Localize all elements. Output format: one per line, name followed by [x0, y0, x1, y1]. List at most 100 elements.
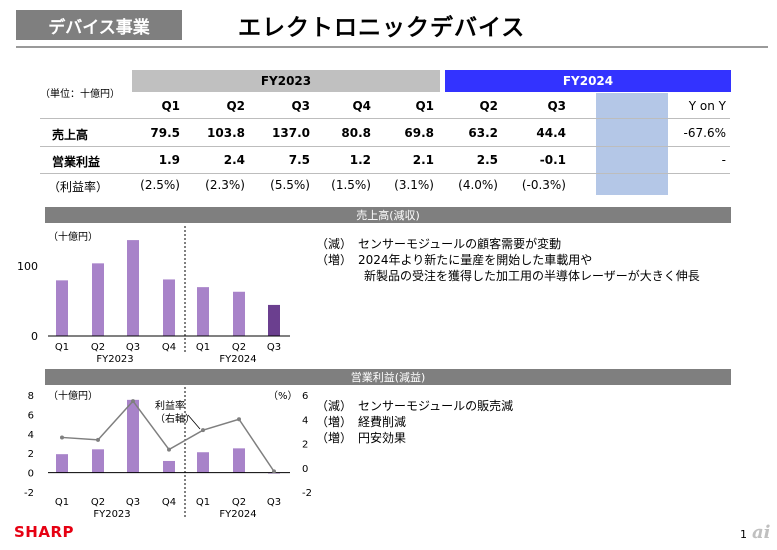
table-cell: 2.5: [476, 153, 498, 167]
table-cell: 7.5: [288, 153, 310, 167]
line-label: （右軸）: [155, 412, 195, 425]
profit-bar: [56, 454, 68, 473]
table-unit: （単位：十億円）: [40, 89, 120, 100]
note-line: （減） センサーモジュールの顧客需要が変動: [316, 237, 562, 251]
table-cell: (-0.3%): [521, 178, 566, 192]
quarter-header: Q3: [547, 99, 566, 113]
x-tick-label: Q3: [267, 342, 281, 353]
profit-bar: [233, 448, 245, 473]
group-label: FY2024: [219, 354, 256, 365]
y-right-tick-label: 6: [302, 391, 308, 402]
table-cell: 1.2: [349, 153, 371, 167]
x-tick-label: Q2: [232, 342, 246, 353]
yoy-header: Y on Y: [688, 99, 726, 113]
table-cell: -0.1: [539, 153, 566, 167]
table-cell: (4.0%): [458, 178, 498, 192]
quarter-header: Q3: [291, 99, 310, 113]
sales-section-header: 売上高(減収): [45, 207, 731, 223]
yoy-cell: -: [721, 153, 726, 167]
note-line: （減） センサーモジュールの販売減: [316, 399, 514, 413]
highlight-column: [596, 93, 668, 195]
table-cell: (2.5%): [140, 178, 180, 192]
x-tick-label: Q2: [232, 497, 246, 508]
profit-bar: [127, 399, 139, 473]
note-line: （増） 2024年より新たに量産を開始した車載用や: [316, 253, 593, 267]
x-tick-label: Q4: [162, 497, 176, 508]
margin-point: [167, 447, 171, 452]
y-left-tick-label: 0: [28, 469, 34, 480]
table-cell: 79.5: [150, 126, 180, 140]
year-header-fy2024: FY2024: [445, 70, 731, 92]
line-label-leader: [187, 414, 201, 430]
sales-bar: [197, 287, 209, 336]
page-title: エレクトロニックデバイス: [238, 15, 526, 41]
x-tick-label: Q1: [196, 342, 210, 353]
profit-notes: （減） センサーモジュールの販売減 （増） 経費削減 （増） 円安効果: [316, 398, 513, 446]
sales-notes: （減） センサーモジュールの顧客需要が変動 （増） 2024年より新たに量産を開始…: [316, 236, 700, 284]
table-rule: [40, 118, 730, 119]
note-line: （増） 円安効果: [316, 431, 407, 445]
chart-unit-label: （十億円）: [48, 389, 98, 402]
table-cell: 103.8: [207, 126, 245, 140]
margin-point: [131, 399, 135, 404]
margin-point: [237, 417, 241, 422]
margin-point: [60, 435, 64, 440]
sales-bar: [163, 279, 175, 336]
profit-bar: [163, 460, 175, 473]
y-left-tick-label: 4: [28, 430, 34, 441]
table-cell: 44.4: [536, 126, 566, 140]
group-label: FY2023: [93, 509, 130, 520]
watermark-logo: ai: [752, 522, 771, 543]
table-cell: 137.0: [272, 126, 310, 140]
y-right-tick-label: 0: [302, 464, 308, 475]
margin-point: [201, 428, 205, 433]
yoy-cell: -67.6%: [683, 126, 726, 140]
table-cell: (1.5%): [331, 178, 371, 192]
profit-chart: （十億円） （%） 8 6 4 2 0 -2 6 4 2 0 -2 利益率（右軸） Q1 Q2 Q3 Q4 Q1 Q2…: [24, 387, 312, 520]
sales-bar: [233, 291, 245, 336]
x-tick-label: Q1: [55, 497, 69, 508]
line-label: 利益率: [155, 399, 185, 412]
table-rule: [40, 173, 730, 174]
margin-point: [272, 469, 276, 474]
note-line: 新製品の受注を獲得した加工用の半導体レーザーが大きく伸長: [316, 269, 700, 283]
x-tick-label: Q1: [196, 497, 210, 508]
y-left-tick-label: 2: [28, 449, 34, 460]
row-label: 売上高: [52, 128, 89, 142]
table-cell: (2.3%): [205, 178, 245, 192]
y-left-tick-label: 8: [28, 391, 34, 402]
title-rule: [16, 46, 768, 48]
quarter-header: Q1: [161, 99, 180, 113]
group-label: FY2024: [219, 509, 256, 520]
quarter-header: Q4: [352, 99, 371, 113]
profit-bar: [197, 452, 209, 473]
x-tick-label: Q3: [126, 342, 140, 353]
x-tick-label: Q4: [162, 342, 176, 353]
table-cell: (3.1%): [394, 178, 434, 192]
table-cell: 2.4: [223, 153, 245, 167]
quarter-header: Q1: [415, 99, 434, 113]
row-label: （利益率）: [48, 180, 109, 194]
y-left-tick-label: 6: [28, 410, 34, 421]
group-label: FY2023: [96, 354, 133, 365]
profit-bar: [92, 449, 104, 473]
y-right-tick-label: -2: [302, 488, 312, 499]
row-label: 営業利益: [52, 155, 101, 169]
section-tag: デバイス事業: [16, 10, 182, 40]
y-left-tick-label: -2: [24, 488, 34, 499]
x-tick-label: Q3: [267, 497, 281, 508]
chart-unit-label: （十億円）: [48, 230, 98, 243]
table-cell: 2.1: [412, 153, 434, 167]
page-number: 1: [740, 528, 747, 541]
table-cell: 1.9: [158, 153, 180, 167]
y-right-tick-label: 4: [302, 415, 308, 426]
sales-bar: [92, 263, 104, 336]
x-tick-label: Q3: [126, 497, 140, 508]
note-line: （増） 経費削減: [316, 415, 407, 429]
sales-bar: [127, 240, 139, 336]
y-right-tick-label: 2: [302, 440, 308, 451]
chart-right-unit-label: （%）: [268, 390, 298, 402]
x-tick-label: Q1: [55, 342, 69, 353]
sales-bar: [56, 280, 68, 336]
